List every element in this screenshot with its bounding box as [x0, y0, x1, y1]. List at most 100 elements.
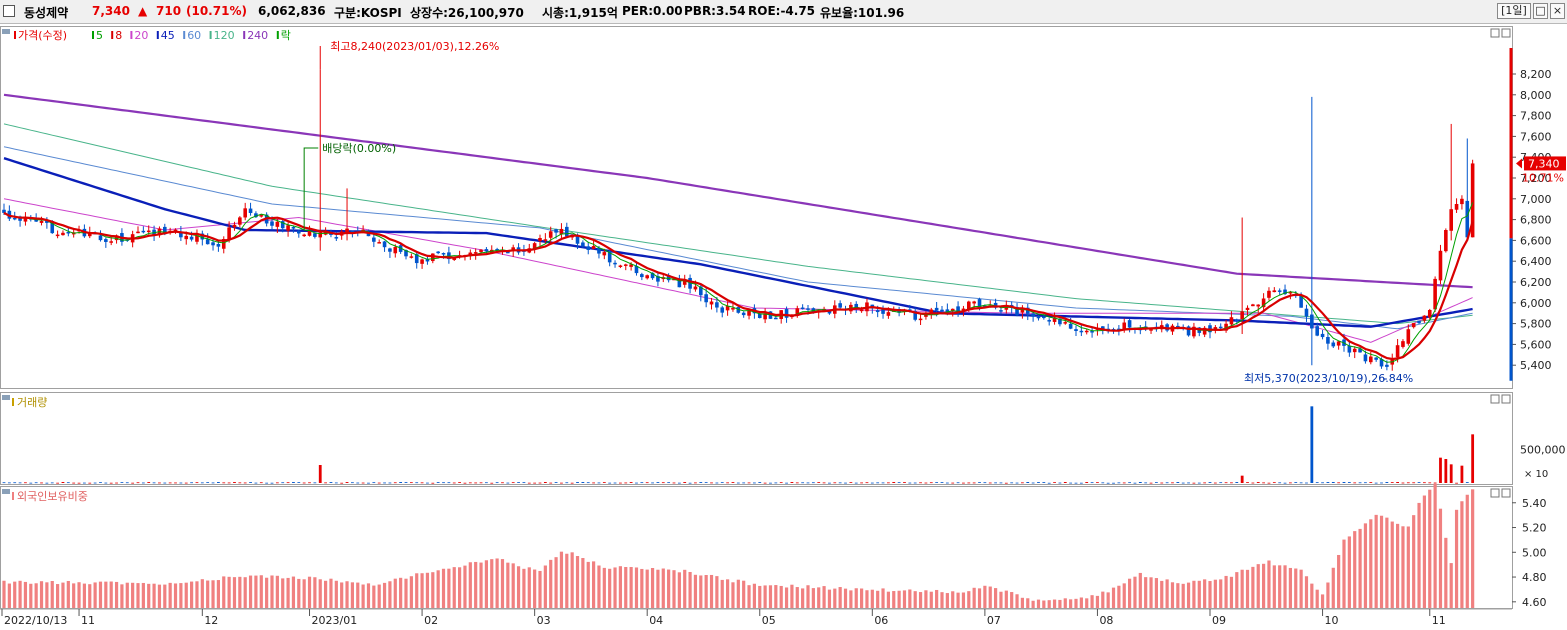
- candle-body: [1224, 323, 1228, 331]
- volume-bar: [388, 482, 392, 484]
- panel-restore-icon: [1490, 28, 1500, 38]
- foreign-bar: [307, 576, 312, 608]
- foreign-bar: [1288, 567, 1292, 608]
- foreign-bar: [1353, 531, 1357, 608]
- foreign-bar: [1047, 600, 1051, 608]
- candle-body: [1369, 356, 1373, 363]
- volume-bar: [18, 482, 22, 484]
- foreign-bar: [790, 584, 794, 608]
- title-bar: 동성제약 7,340 ▲ 710 (10.71%) 6,062,836 구분:K…: [0, 0, 1567, 24]
- volume-bar: [1165, 482, 1169, 484]
- foreign-bar: [216, 580, 220, 608]
- foreign-bar: [629, 567, 633, 608]
- foreign-bar: [977, 588, 982, 608]
- candle-body: [1079, 330, 1084, 333]
- foreign-bar: [463, 565, 467, 608]
- volume-bar: [1090, 482, 1094, 484]
- foreign-bar: [860, 588, 864, 608]
- volume-bar: [1423, 482, 1426, 484]
- foreign-bar: [1315, 589, 1319, 608]
- candle-body: [1251, 304, 1255, 307]
- price-y-tick-label: 5,800: [1520, 318, 1552, 331]
- foreign-bar: [961, 592, 966, 608]
- candle-body: [280, 221, 285, 229]
- foreign-bar: [1369, 519, 1373, 608]
- volume-bar: [93, 482, 97, 484]
- foreign-bar: [104, 581, 108, 608]
- candle-body: [436, 251, 440, 254]
- x-tick-label: 05: [762, 614, 776, 627]
- foreign-bar: [870, 589, 874, 608]
- foreign-bar: [356, 582, 360, 608]
- candle-body: [967, 301, 971, 310]
- volume-bar: [163, 482, 167, 484]
- volume-bar: [1396, 482, 1399, 483]
- volume-bar: [415, 482, 419, 484]
- volume-bar: [602, 482, 606, 483]
- foreign-bar: [1122, 583, 1126, 608]
- volume-bar: [372, 482, 376, 484]
- volume-bar: [1283, 482, 1287, 484]
- legend-label-5: 60: [187, 29, 201, 42]
- period-button[interactable]: [1일]: [1497, 3, 1531, 19]
- foreign-bar: [1449, 563, 1453, 608]
- volume-bar: [1455, 482, 1458, 484]
- foreign-bar: [892, 591, 896, 608]
- volume-bar: [747, 482, 751, 484]
- close-button[interactable]: ×: [1550, 3, 1565, 19]
- volume-bar: [854, 482, 858, 484]
- volume-bar: [56, 482, 59, 484]
- foreign-bar: [350, 582, 354, 608]
- volume-bar: [677, 482, 681, 484]
- candle-body: [286, 225, 290, 231]
- candle-body: [1063, 322, 1068, 324]
- volume-bar: [1063, 482, 1067, 483]
- foreign-bar: [72, 583, 76, 608]
- foreign-bar: [897, 590, 901, 608]
- candle-body: [575, 234, 580, 244]
- candle-body: [163, 226, 167, 235]
- foreign-bar: [902, 590, 907, 608]
- foreign-bar: [50, 581, 54, 608]
- legend-label-3: 20: [134, 29, 148, 42]
- candle-body: [1074, 329, 1078, 331]
- volume-bar: [903, 482, 906, 483]
- foreign-bar: [1063, 598, 1067, 608]
- foreign-bar: [399, 577, 403, 608]
- candle-body: [1374, 357, 1378, 360]
- foreign-bar: [254, 575, 258, 608]
- maximize-button[interactable]: □: [1533, 3, 1548, 19]
- select-checkbox[interactable]: [3, 5, 15, 17]
- x-tick-label: 10: [1325, 614, 1339, 627]
- foreign-bar: [795, 587, 799, 608]
- x-tick-label: 07: [987, 614, 1001, 627]
- foreign-bar: [195, 581, 199, 608]
- candle-body: [629, 264, 633, 267]
- volume-bar: [940, 482, 944, 483]
- volume-bar: [281, 482, 285, 484]
- volume-bar: [1412, 482, 1416, 484]
- volume-bar: [1305, 482, 1308, 484]
- volume-bar: [597, 482, 601, 484]
- volume-bar: [238, 482, 242, 484]
- candle-body: [1401, 341, 1405, 347]
- dividend-marker-line: [303, 147, 319, 230]
- volume-bar: [672, 482, 676, 484]
- panel-menu-icon: [2, 489, 10, 494]
- foreign-bar: [109, 581, 113, 608]
- volume-bar: [147, 482, 151, 483]
- volume-bar: [640, 482, 644, 484]
- volume-bar: [1380, 482, 1383, 484]
- foreign-bar: [318, 579, 322, 608]
- volume-bar: [951, 482, 955, 484]
- candle-body: [586, 246, 591, 250]
- foreign-bar: [468, 562, 472, 608]
- candle-body: [1315, 326, 1319, 336]
- listed-shares: 상장수:26,100,970: [410, 6, 524, 20]
- foreign-bar: [409, 576, 413, 608]
- candle-body: [1465, 200, 1470, 238]
- candle-body: [1047, 320, 1051, 322]
- candle-body: [1331, 342, 1336, 347]
- price-y-tick-label: 5,400: [1520, 359, 1552, 372]
- candle-body: [1256, 304, 1261, 307]
